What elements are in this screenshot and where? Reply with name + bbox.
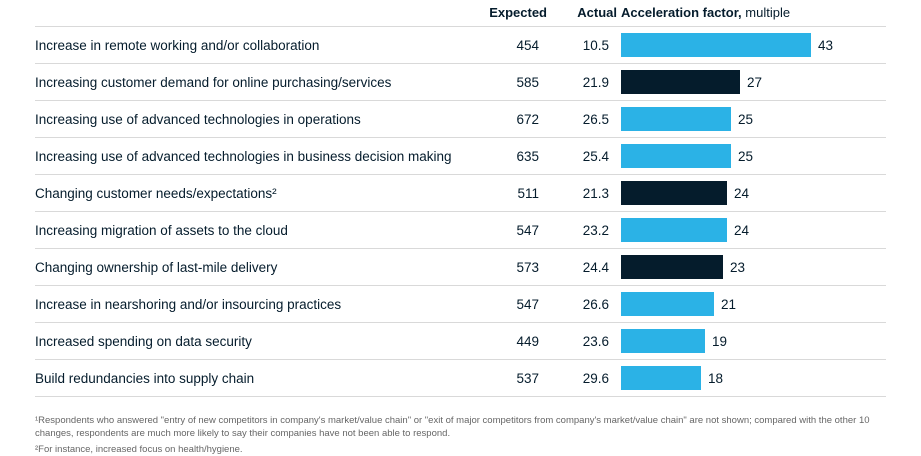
header-acceleration-bold: Acceleration factor,	[621, 5, 742, 20]
bar-cell: 25	[621, 107, 886, 131]
table-row: Build redundancies into supply chain 537 2…	[35, 359, 886, 396]
bar-cell: 25	[621, 144, 886, 168]
factor-bar	[621, 366, 701, 390]
table-row: Increasing use of advanced technologies …	[35, 137, 886, 174]
row-label: Increasing customer demand for online pu…	[35, 74, 392, 90]
factor-bar	[621, 329, 705, 353]
factor-value: 19	[712, 333, 728, 349]
factor-bar	[621, 218, 727, 242]
footnotes: ¹Respondents who answered "entry of new …	[35, 414, 886, 456]
bar-cell: 23	[621, 255, 886, 279]
factor-value: 25	[738, 148, 754, 164]
header-actual: Actual	[577, 5, 617, 20]
actual-value: 26.6	[582, 296, 609, 312]
row-label: Build redundancies into supply chain	[35, 370, 255, 386]
table-row: Increasing migration of assets to the cl…	[35, 211, 886, 248]
bar-cell: 24	[621, 181, 886, 205]
row-label: Changing ownership of last-mile delivery	[35, 259, 278, 275]
actual-value: 23.2	[582, 222, 609, 238]
expected-value: 547	[516, 222, 539, 238]
actual-value: 21.9	[582, 74, 609, 90]
header-expected: Expected	[489, 5, 547, 20]
bar-cell: 24	[621, 218, 886, 242]
table-row: Increase in nearshoring and/or insourcin…	[35, 285, 886, 322]
table-row: Increase in remote working and/or collab…	[35, 26, 886, 63]
actual-value: 24.4	[582, 259, 609, 275]
row-label: Increasing migration of assets to the cl…	[35, 222, 288, 238]
footnote-2: ²For instance, increased focus on health…	[35, 443, 243, 455]
factor-bar	[621, 144, 731, 168]
expected-value: 511	[517, 185, 539, 201]
bar-cell: 43	[621, 33, 886, 57]
expected-value: 635	[516, 148, 539, 164]
bar-cell: 18	[621, 366, 886, 390]
actual-value: 10.5	[582, 37, 609, 53]
table-header-row: Expected Actual Acceleration factor, mul…	[35, 0, 886, 26]
factor-value: 24	[734, 222, 750, 238]
expected-value: 672	[516, 111, 539, 127]
expected-value: 573	[516, 259, 539, 275]
table-row: Increased spending on data security 449 23…	[35, 322, 886, 359]
factor-value: 27	[747, 74, 763, 90]
row-label: Increasing use of advanced technologies …	[35, 111, 361, 127]
actual-value: 29.6	[582, 370, 609, 386]
table-body: Increase in remote working and/or collab…	[35, 26, 886, 397]
actual-value: 25.4	[582, 148, 609, 164]
table-row: Increasing customer demand for online pu…	[35, 63, 886, 100]
row-label: Increase in nearshoring and/or insourcin…	[35, 296, 342, 312]
factor-bar	[621, 292, 714, 316]
factor-value: 43	[818, 37, 834, 53]
bar-cell: 19	[621, 329, 886, 353]
factor-bar	[621, 107, 731, 131]
row-label: Increased spending on data security	[35, 333, 252, 349]
table-row: Changing ownership of last-mile delivery…	[35, 248, 886, 285]
factor-value: 23	[730, 259, 746, 275]
bar-cell: 21	[621, 292, 886, 316]
expected-value: 547	[516, 296, 539, 312]
factor-bar	[621, 33, 811, 57]
bar-cell: 27	[621, 70, 886, 94]
factor-value: 25	[738, 111, 754, 127]
header-acceleration-factor: Acceleration factor, multiple	[621, 5, 886, 20]
footnote-1: ¹Respondents who answered "entry of new …	[35, 415, 870, 440]
expected-value: 537	[516, 370, 539, 386]
row-label: Increasing use of advanced technologies …	[35, 148, 452, 164]
actual-value: 23.6	[582, 333, 609, 349]
row-label: Increase in remote working and/or collab…	[35, 37, 320, 53]
factor-bar	[621, 255, 723, 279]
header-acceleration-unit: multiple	[741, 5, 791, 20]
expected-value: 585	[516, 74, 539, 90]
acceleration-factor-chart: Expected Actual Acceleration factor, mul…	[35, 0, 886, 397]
actual-value: 21.3	[582, 185, 609, 201]
factor-bar	[621, 70, 740, 94]
factor-value: 24	[734, 185, 750, 201]
factor-value: 21	[721, 296, 737, 312]
table-row: Increasing use of advanced technologies …	[35, 100, 886, 137]
actual-value: 26.5	[582, 111, 609, 127]
factor-value: 18	[708, 370, 724, 386]
table-row: Changing customer needs/expectations² 511…	[35, 174, 886, 211]
expected-value: 449	[516, 333, 539, 349]
expected-value: 454	[516, 37, 539, 53]
factor-bar	[621, 181, 727, 205]
row-label: Changing customer needs/expectations²	[35, 185, 277, 201]
